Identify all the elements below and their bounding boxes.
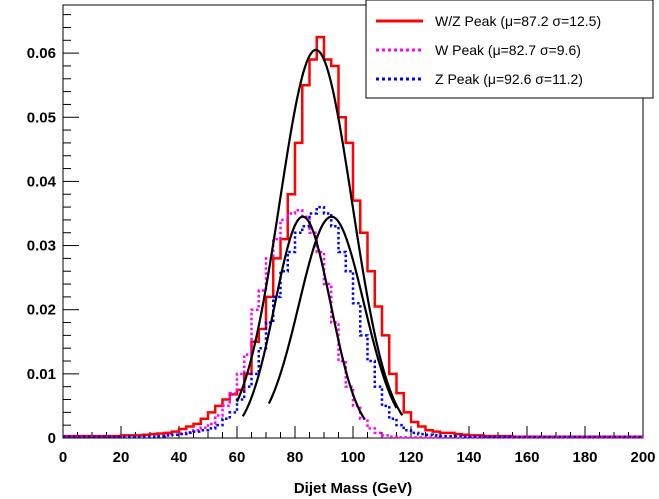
y-tick-label: 0.01 (27, 366, 56, 383)
y-tick-label: 0.02 (27, 302, 56, 319)
x-axis-ticks: 0 20 40 60 80 100 120 140 160 180 200 (59, 426, 656, 466)
x-tick-label: 40 (171, 449, 188, 466)
x-tick-label: 160 (514, 449, 539, 466)
x-tick-label: 180 (572, 449, 597, 466)
y-tick-label: 0.06 (27, 45, 56, 62)
series-layer (63, 35, 643, 439)
gaussian-fit-1 (235, 48, 404, 416)
y-tick-label: 0 (48, 430, 56, 447)
x-tick-label: 200 (630, 449, 655, 466)
legend-label-3: Z Peak (μ=92.6 σ=11.2) (435, 71, 583, 87)
x-tick-label: 120 (398, 449, 423, 466)
y-tick-label: 0.04 (27, 173, 57, 190)
gaussian-fit-3 (267, 215, 398, 409)
histogram-series-3 (63, 205, 643, 438)
y-tick-label: 0.05 (27, 109, 56, 126)
x-tick-label: 0 (59, 449, 67, 466)
x-axis-title: Dijet Mass (GeV) (294, 480, 412, 497)
x-tick-label: 100 (340, 449, 365, 466)
x-tick-label: 20 (113, 449, 130, 466)
x-tick-label: 140 (456, 449, 481, 466)
legend-label-1: W/Z Peak (μ=87.2 σ=12.5) (435, 13, 601, 29)
legend: W/Z Peak (μ=87.2 σ=12.5) W Peak (μ=82.7 σ… (365, 0, 654, 99)
x-tick-label: 60 (229, 449, 246, 466)
x-tick-label: 80 (287, 449, 304, 466)
gaussian-fit-2 (241, 215, 366, 420)
fit-layer (235, 48, 404, 420)
y-axis-ticks: 0 0.01 0.02 0.03 0.04 0.05 0.06 (27, 14, 79, 447)
legend-label-2: W Peak (μ=82.7 σ=9.6) (435, 42, 581, 58)
y-tick-label: 0.03 (27, 238, 56, 255)
